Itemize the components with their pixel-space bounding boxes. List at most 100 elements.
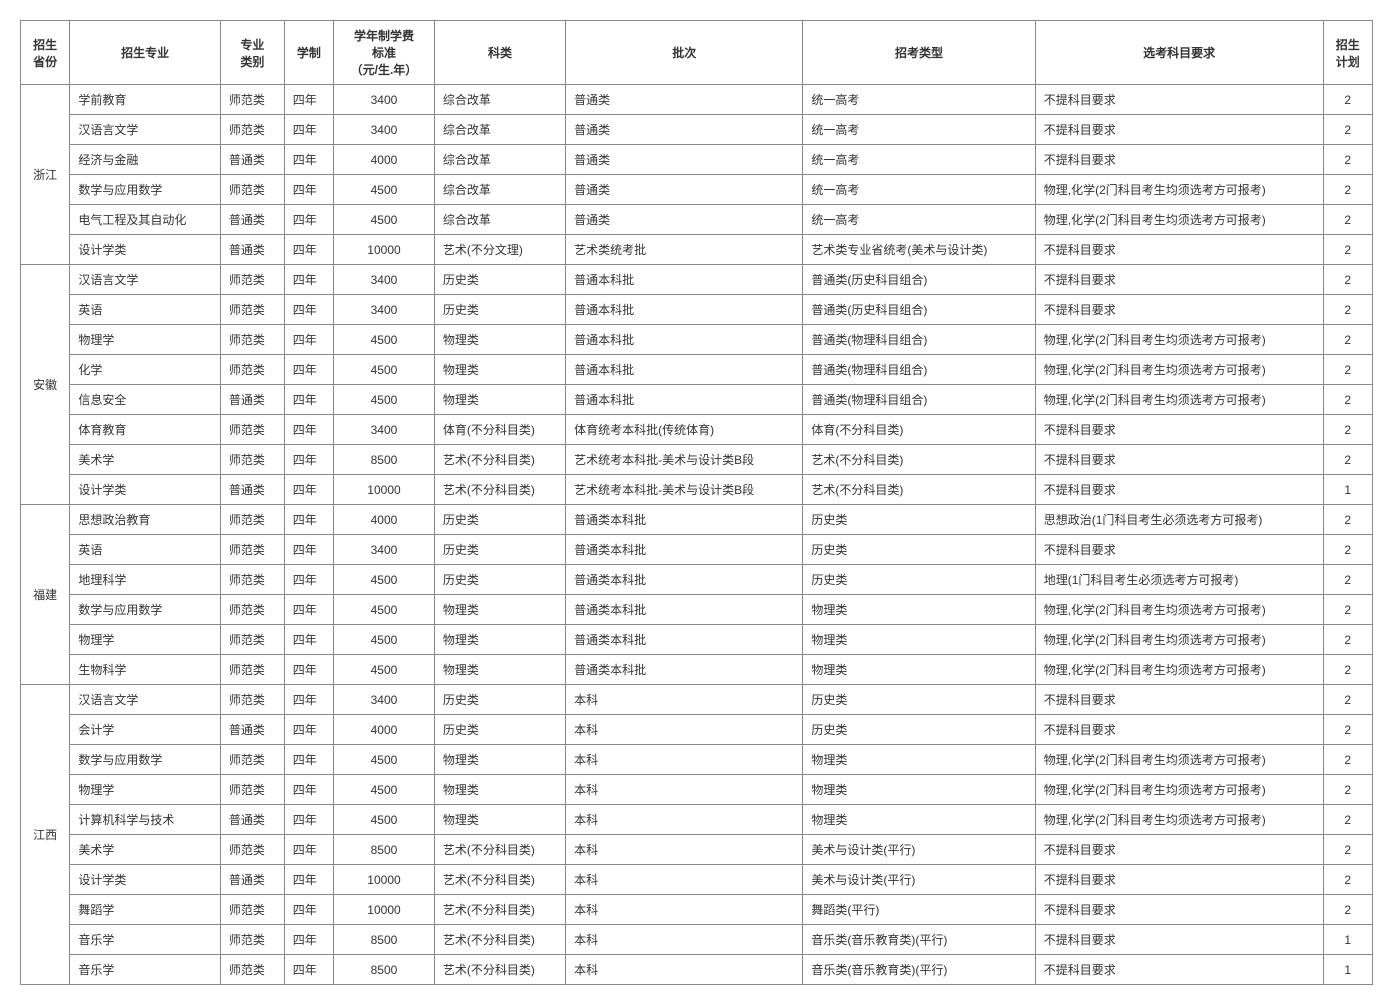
batch-cell: 本科 <box>566 685 803 715</box>
admission-type-cell: 体育(不分科目类) <box>803 415 1035 445</box>
subject-req-cell: 物理,化学(2门科目考生均须选考方可报考) <box>1035 325 1323 355</box>
duration-cell: 四年 <box>284 745 333 775</box>
subject-class-cell: 综合改革 <box>434 115 565 145</box>
category-cell: 师范类 <box>220 775 284 805</box>
plan-cell: 2 <box>1323 445 1372 475</box>
admission-type-cell: 普通类(物理科目组合) <box>803 355 1035 385</box>
batch-cell: 普通类 <box>566 85 803 115</box>
duration-cell: 四年 <box>284 865 333 895</box>
category-cell: 普通类 <box>220 145 284 175</box>
table-row: 音乐学师范类四年8500艺术(不分科目类)本科音乐类(音乐教育类)(平行)不提科… <box>21 955 1373 985</box>
province-cell: 浙江 <box>21 85 70 265</box>
subject-class-cell: 物理类 <box>434 655 565 685</box>
fee-cell: 3400 <box>334 295 435 325</box>
header-admission-type: 招考类型 <box>803 21 1035 85</box>
duration-cell: 四年 <box>284 775 333 805</box>
duration-cell: 四年 <box>284 895 333 925</box>
category-cell: 师范类 <box>220 505 284 535</box>
duration-cell: 四年 <box>284 355 333 385</box>
duration-cell: 四年 <box>284 715 333 745</box>
major-cell: 设计学类 <box>70 475 221 505</box>
batch-cell: 普通类 <box>566 115 803 145</box>
subject-req-cell: 物理,化学(2门科目考生均须选考方可报考) <box>1035 745 1323 775</box>
subject-class-cell: 艺术(不分科目类) <box>434 865 565 895</box>
subject-class-cell: 物理类 <box>434 355 565 385</box>
subject-req-cell: 物理,化学(2门科目考生均须选考方可报考) <box>1035 205 1323 235</box>
category-cell: 师范类 <box>220 595 284 625</box>
admission-type-cell: 历史类 <box>803 535 1035 565</box>
duration-cell: 四年 <box>284 835 333 865</box>
batch-cell: 普通类 <box>566 205 803 235</box>
admission-type-cell: 音乐类(音乐教育类)(平行) <box>803 955 1035 985</box>
fee-cell: 4000 <box>334 145 435 175</box>
subject-req-cell: 不提科目要求 <box>1035 295 1323 325</box>
table-row: 汉语言文学师范类四年3400综合改革普通类统一高考不提科目要求2 <box>21 115 1373 145</box>
admission-type-cell: 统一高考 <box>803 115 1035 145</box>
duration-cell: 四年 <box>284 325 333 355</box>
admission-type-cell: 艺术(不分科目类) <box>803 475 1035 505</box>
table-header: 招生省份 招生专业 专业类别 学制 学年制学费标准（元/生.年） 科类 批次 招… <box>21 21 1373 85</box>
subject-req-cell: 不提科目要求 <box>1035 865 1323 895</box>
fee-cell: 8500 <box>334 445 435 475</box>
duration-cell: 四年 <box>284 415 333 445</box>
category-cell: 师范类 <box>220 835 284 865</box>
plan-cell: 2 <box>1323 565 1372 595</box>
duration-cell: 四年 <box>284 85 333 115</box>
major-cell: 学前教育 <box>70 85 221 115</box>
batch-cell: 普通类本科批 <box>566 655 803 685</box>
subject-req-cell: 不提科目要求 <box>1035 835 1323 865</box>
batch-cell: 本科 <box>566 805 803 835</box>
fee-cell: 4500 <box>334 175 435 205</box>
plan-cell: 2 <box>1323 805 1372 835</box>
subject-req-cell: 不提科目要求 <box>1035 115 1323 145</box>
plan-cell: 2 <box>1323 775 1372 805</box>
major-cell: 物理学 <box>70 625 221 655</box>
plan-cell: 2 <box>1323 505 1372 535</box>
subject-class-cell: 艺术(不分科目类) <box>434 895 565 925</box>
plan-cell: 2 <box>1323 655 1372 685</box>
table-row: 物理学师范类四年4500物理类本科物理类物理,化学(2门科目考生均须选考方可报考… <box>21 775 1373 805</box>
batch-cell: 本科 <box>566 955 803 985</box>
header-province: 招生省份 <box>21 21 70 85</box>
duration-cell: 四年 <box>284 505 333 535</box>
batch-cell: 艺术统考本科批-美术与设计类B段 <box>566 475 803 505</box>
major-cell: 音乐学 <box>70 925 221 955</box>
header-major: 招生专业 <box>70 21 221 85</box>
batch-cell: 艺术类统考批 <box>566 235 803 265</box>
admission-type-cell: 历史类 <box>803 505 1035 535</box>
table-row: 体育教育师范类四年3400体育(不分科目类)体育统考本科批(传统体育)体育(不分… <box>21 415 1373 445</box>
fee-cell: 4000 <box>334 715 435 745</box>
subject-req-cell: 地理(1门科目考生必须选考方可报考) <box>1035 565 1323 595</box>
admission-type-cell: 艺术(不分科目类) <box>803 445 1035 475</box>
subject-req-cell: 不提科目要求 <box>1035 715 1323 745</box>
batch-cell: 普通类本科批 <box>566 565 803 595</box>
subject-req-cell: 物理,化学(2门科目考生均须选考方可报考) <box>1035 625 1323 655</box>
category-cell: 师范类 <box>220 655 284 685</box>
fee-cell: 4500 <box>334 595 435 625</box>
table-row: 信息安全普通类四年4500物理类普通本科批普通类(物理科目组合)物理,化学(2门… <box>21 385 1373 415</box>
batch-cell: 本科 <box>566 715 803 745</box>
subject-req-cell: 不提科目要求 <box>1035 685 1323 715</box>
category-cell: 师范类 <box>220 925 284 955</box>
admission-type-cell: 舞蹈类(平行) <box>803 895 1035 925</box>
category-cell: 普通类 <box>220 475 284 505</box>
header-category: 专业类别 <box>220 21 284 85</box>
header-plan: 招生计划 <box>1323 21 1372 85</box>
category-cell: 普通类 <box>220 805 284 835</box>
header-duration: 学制 <box>284 21 333 85</box>
province-cell: 安徽 <box>21 265 70 505</box>
admission-type-cell: 普通类(物理科目组合) <box>803 385 1035 415</box>
major-cell: 设计学类 <box>70 865 221 895</box>
subject-class-cell: 综合改革 <box>434 175 565 205</box>
subject-req-cell: 物理,化学(2门科目考生均须选考方可报考) <box>1035 595 1323 625</box>
plan-cell: 2 <box>1323 625 1372 655</box>
province-cell: 福建 <box>21 505 70 685</box>
subject-class-cell: 综合改革 <box>434 145 565 175</box>
major-cell: 会计学 <box>70 715 221 745</box>
category-cell: 普通类 <box>220 715 284 745</box>
table-row: 数学与应用数学师范类四年4500综合改革普通类统一高考物理,化学(2门科目考生均… <box>21 175 1373 205</box>
subject-class-cell: 综合改革 <box>434 205 565 235</box>
table-row: 浙江学前教育师范类四年3400综合改革普通类统一高考不提科目要求2 <box>21 85 1373 115</box>
duration-cell: 四年 <box>284 175 333 205</box>
subject-req-cell: 物理,化学(2门科目考生均须选考方可报考) <box>1035 355 1323 385</box>
